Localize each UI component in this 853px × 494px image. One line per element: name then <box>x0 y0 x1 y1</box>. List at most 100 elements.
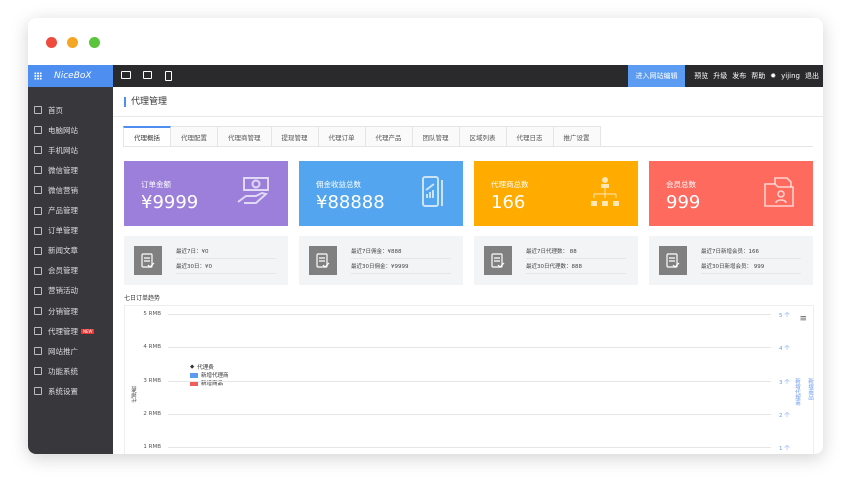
summary-row: 最近7日新增会员：166 <box>701 245 801 259</box>
stat-card[interactable]: 会员总数 999 <box>649 161 813 226</box>
close-window-button[interactable] <box>46 37 57 48</box>
sidebar: 首页电脑网站手机网站微信管理微信营销产品管理订单管理新闻文章会员管理营销活动分销… <box>28 87 113 454</box>
edit-site-button[interactable]: 进入网站编辑 <box>628 65 685 87</box>
sidebar-item-icon <box>34 387 42 396</box>
report-check-icon <box>659 246 687 275</box>
y-tick-label: 4 RMB <box>143 344 161 351</box>
tab[interactable]: 代理概括 <box>123 126 171 147</box>
sidebar-item-icon <box>34 286 42 295</box>
publish-link[interactable]: 发布 <box>732 72 747 80</box>
tab[interactable]: 代理配置 <box>171 126 218 147</box>
legend-item[interactable]: ◆ 代理费 <box>190 363 214 371</box>
sidebar-item[interactable]: 营销活动 <box>34 284 78 298</box>
sidebar-item-label: 产品管理 <box>48 206 78 215</box>
sidebar-item-label: 首页 <box>48 105 63 115</box>
legend-swatch <box>190 380 198 386</box>
stat-card[interactable]: 佣金收益总数 ¥88888 <box>299 161 463 226</box>
sidebar-item[interactable]: 分销管理 <box>34 304 78 318</box>
tab[interactable]: 代理商管理 <box>218 126 272 147</box>
y-axis-title: 代理费 <box>132 386 138 403</box>
tab[interactable]: 代理订单 <box>318 126 366 147</box>
stat-label: 会员总数 <box>666 180 696 189</box>
username[interactable]: yijing <box>781 72 800 80</box>
y2-tick-label: 2 个 <box>779 412 790 419</box>
sidebar-item-icon <box>34 106 42 114</box>
summary-row: 最近30日新增会员： 999 <box>701 260 801 274</box>
sidebar-item[interactable]: 微信管理 <box>34 163 78 177</box>
stat-card[interactable]: 代理商总数 166 <box>474 161 638 226</box>
stat-value: ¥9999 <box>141 192 199 213</box>
sidebar-item[interactable]: 会员管理 <box>34 264 78 278</box>
sidebar-item-icon <box>34 226 42 235</box>
minimize-window-button[interactable] <box>67 37 78 48</box>
stat-value: 999 <box>666 192 701 213</box>
summary-row: 最近30日佣金：¥9999 <box>351 260 451 274</box>
maximize-window-button[interactable] <box>89 37 100 48</box>
sidebar-item[interactable]: 微信营销 <box>34 183 78 197</box>
y-tick-label: 2 RMB <box>143 410 161 417</box>
tab[interactable]: 团队管理 <box>412 126 460 147</box>
summary-row: 最近30日：¥0 <box>176 260 276 274</box>
tab-bar: 代理概括 代理配置 代理商管理 提现管理 代理订单 代理产品 团队管理 区域列表 代理日志 推广设… <box>123 126 813 147</box>
gridline <box>168 413 771 415</box>
y-tick-label: 3 RMB <box>143 377 161 384</box>
main-content: 代理管理 代理概括 代理配置 代理商管理 提现管理 代理订单 代理产品 团队管理 区域列表 代理… <box>113 87 823 454</box>
sidebar-item[interactable]: 网站推广 <box>34 344 78 358</box>
sidebar-item-label: 网站推广 <box>48 346 78 356</box>
legend-swatch <box>190 372 198 378</box>
y2-tick-label: 3 个 <box>779 379 790 386</box>
stat-value: 166 <box>491 192 526 213</box>
sidebar-item[interactable]: 订单管理 <box>34 224 78 238</box>
brand-name: NiceBoX <box>54 71 92 81</box>
sidebar-item-icon <box>34 166 42 175</box>
mobile-icon[interactable] <box>165 71 172 81</box>
sidebar-item-label: 会员管理 <box>48 266 78 276</box>
sidebar-item[interactable]: 产品管理 <box>34 204 78 218</box>
tab[interactable]: 区域列表 <box>459 126 507 147</box>
desktop-icon[interactable] <box>121 71 131 79</box>
gridline <box>168 314 771 315</box>
summary-card: 最近7日新增会员：166 最近30日新增会员： 999 <box>649 236 813 285</box>
y-tick-label: 1 RMB <box>143 444 161 451</box>
sidebar-item-label: 营销活动 <box>48 286 78 296</box>
tab[interactable]: 推广设置 <box>553 126 601 147</box>
tab[interactable]: 提现管理 <box>271 126 319 147</box>
legend-line-marker: ◆ <box>190 364 195 370</box>
gridline <box>168 347 771 349</box>
summary-row: 最近7日代理数： 88 <box>526 245 626 259</box>
apps-grid-icon[interactable] <box>34 72 42 80</box>
sidebar-item[interactable]: 电脑网站 <box>34 123 78 137</box>
legend-item[interactable]: 新增代理商 <box>190 371 229 379</box>
menu-icon[interactable]: ≡ <box>799 314 807 324</box>
sidebar-item[interactable]: 代理管理 NEW <box>34 324 95 338</box>
tab[interactable]: 代理产品 <box>365 126 413 147</box>
chart-title: 七日订单趋势 <box>124 295 161 302</box>
legend-label: 代理费 <box>197 365 214 371</box>
legend-label: 新增商品 <box>201 381 224 387</box>
sidebar-item-icon <box>34 186 42 195</box>
sidebar-item-icon <box>34 206 42 215</box>
stat-card[interactable]: 订单金额 ¥9999 <box>124 161 288 226</box>
logout-link[interactable]: 退出 <box>805 72 819 80</box>
tab[interactable]: 代理日志 <box>506 126 554 147</box>
stat-label: 代理商总数 <box>491 180 529 189</box>
report-check-icon <box>134 246 162 275</box>
legend-item[interactable]: 新增商品 <box>190 379 223 387</box>
stat-label: 订单金额 <box>141 180 171 189</box>
sidebar-item[interactable]: 首页 <box>34 103 63 117</box>
tablet-icon[interactable] <box>143 71 152 79</box>
help-link[interactable]: 帮助 <box>751 72 766 80</box>
sidebar-item-icon <box>34 347 42 356</box>
sidebar-item-label: 微信营销 <box>48 185 78 195</box>
gear-icon[interactable]: ✹ <box>770 72 777 80</box>
sidebar-item-label: 系统设置 <box>48 386 78 396</box>
sidebar-item-label: 微信管理 <box>48 165 78 175</box>
sidebar-item[interactable]: 系统设置 <box>34 384 78 398</box>
upgrade-link[interactable]: 升级 <box>713 72 728 80</box>
sidebar-item[interactable]: 手机网站 <box>34 143 78 157</box>
sidebar-item[interactable]: 功能系统 <box>34 364 78 378</box>
y2-axis-title: 新增代理商 <box>794 378 800 406</box>
preview-link[interactable]: 预览 <box>694 72 709 80</box>
brand-logo[interactable]: NiceBoX <box>28 65 113 87</box>
sidebar-item[interactable]: 新闻文章 <box>34 244 78 258</box>
